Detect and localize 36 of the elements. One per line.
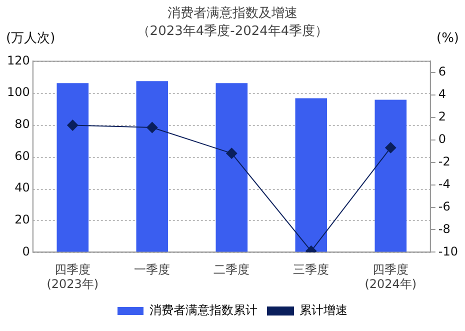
- x-tick-label: 一季度: [134, 262, 170, 277]
- bar: [56, 83, 89, 252]
- point: [67, 120, 78, 131]
- y2-tick-label: 4: [438, 87, 446, 102]
- y-tick-label: 40: [14, 180, 30, 195]
- y2-tick-label: 2: [438, 110, 446, 124]
- y-axis-title: (万人次): [6, 31, 56, 46]
- legend-label: 消费者满意指数累计: [150, 303, 258, 318]
- y-tick-label: 80: [14, 116, 30, 131]
- chart-title: 消费者满意指数及增速: [168, 6, 298, 22]
- point: [385, 142, 396, 154]
- y2-tick-label: -2: [438, 154, 450, 168]
- y2-tick-label: -4: [438, 176, 450, 191]
- y-tick-label: 100: [7, 85, 30, 100]
- y2-tick-label: -10: [438, 244, 458, 258]
- y-tick-label: 20: [14, 212, 30, 226]
- bar: [374, 100, 407, 252]
- y2-tick-label: 0: [438, 132, 446, 146]
- y2-tick-label: -8: [438, 222, 450, 236]
- bar: [295, 98, 328, 252]
- legend-label: 累计增速: [300, 303, 348, 318]
- y2-axis-title: (%): [436, 31, 459, 46]
- x-tick-label: 二季度: [214, 262, 250, 277]
- x-tick-label: 四季度 (2023年): [46, 262, 99, 291]
- y-tick-label: 60: [14, 148, 30, 163]
- x-tick-label: 三季度: [293, 262, 330, 277]
- y2-tick-label: -6: [438, 199, 450, 214]
- bar: [216, 83, 248, 252]
- bar: [136, 81, 168, 252]
- y-tick-label: 120: [7, 53, 30, 68]
- point: [146, 122, 158, 133]
- chart-subtitle: （2023年4季度-2024年4季度）: [136, 22, 328, 39]
- x-tick-label: 四季度 (2024年): [364, 262, 417, 291]
- y2-tick-label: 6: [438, 64, 446, 79]
- y-tick-label: 0: [22, 244, 30, 258]
- point: [226, 148, 238, 159]
